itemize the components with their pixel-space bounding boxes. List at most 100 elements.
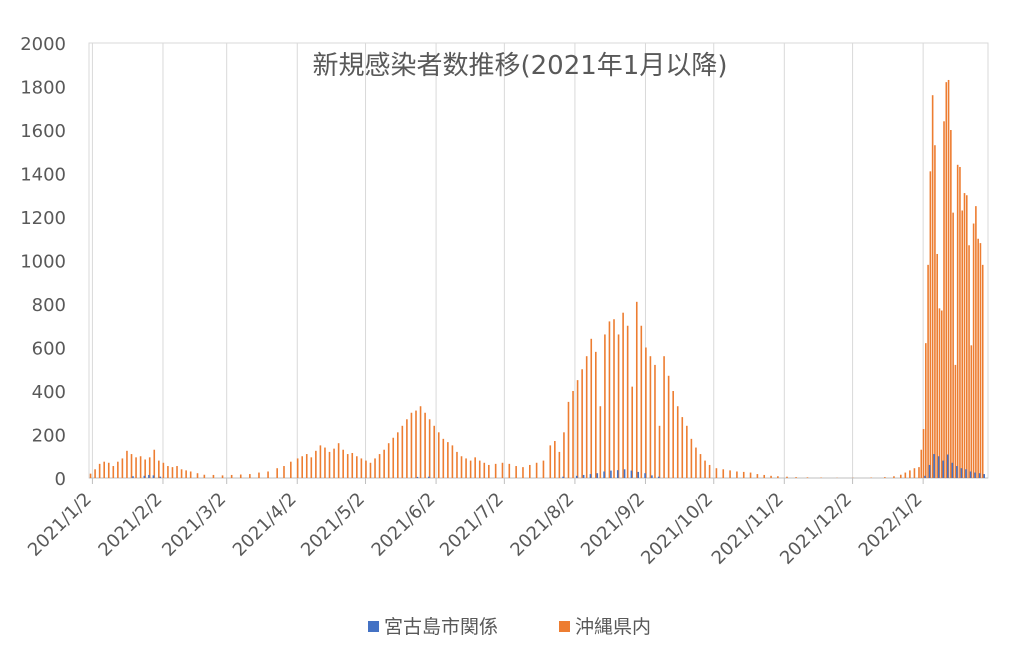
bar-okinawa — [324, 448, 326, 478]
bar-okinawa — [370, 463, 372, 478]
x-tick-label: 2021/9/2 — [577, 489, 649, 561]
bar-okinawa — [163, 463, 165, 478]
bar-okinawa — [117, 462, 119, 478]
bar-miyakojima — [144, 476, 146, 478]
bar-okinawa — [315, 451, 317, 478]
bar-okinawa — [729, 470, 731, 478]
bar-okinawa — [290, 462, 292, 478]
bar-okinawa — [966, 195, 968, 478]
bar-okinawa — [659, 426, 661, 478]
bar-okinawa — [411, 413, 413, 478]
chart-title: 新規感染者数推移(2021年1月以降) — [313, 51, 728, 81]
bar-okinawa — [948, 80, 950, 478]
bar-miyakojima — [562, 477, 564, 478]
bar-okinawa — [936, 254, 938, 478]
legend: 宮古島市関係沖縄県内 — [368, 616, 651, 638]
bar-okinawa — [807, 477, 809, 478]
bar-okinawa — [743, 472, 745, 478]
bar-okinawa — [770, 476, 772, 478]
bar-okinawa — [600, 406, 602, 478]
bar-okinawa — [452, 445, 454, 478]
bar-miyakojima — [983, 474, 985, 478]
bar-okinawa — [645, 348, 647, 479]
bar-okinawa — [424, 413, 426, 478]
bar-okinawa — [213, 475, 215, 478]
bar-okinawa — [884, 477, 886, 478]
bar-okinawa — [99, 464, 101, 478]
bar-miyakojima — [961, 468, 963, 478]
bar-okinawa — [126, 451, 128, 478]
bar-okinawa — [543, 461, 545, 478]
bar-okinawa — [149, 457, 151, 478]
bar-okinawa — [374, 458, 376, 478]
y-tick-label: 1800 — [20, 78, 66, 99]
bar-okinawa — [700, 454, 702, 478]
bar-okinawa — [515, 466, 517, 478]
bar-okinawa — [392, 438, 394, 478]
bar-miyakojima — [148, 475, 150, 478]
bar-miyakojima — [610, 471, 612, 478]
bar-miyakojima — [596, 473, 598, 478]
bar-okinawa — [502, 463, 504, 478]
bar-okinawa — [204, 475, 206, 478]
legend-label: 宮古島市関係 — [384, 616, 498, 638]
bar-okinawa — [158, 461, 160, 478]
bar-okinawa — [609, 321, 611, 478]
bar-okinawa — [923, 429, 925, 478]
bar-okinawa — [622, 313, 624, 478]
bar-okinawa — [968, 245, 970, 478]
bar-okinawa — [509, 464, 511, 478]
bar-okinawa — [586, 356, 588, 478]
bar-miyakojima — [576, 476, 578, 478]
bar-okinawa — [681, 417, 683, 478]
bar-miyakojima — [417, 477, 419, 478]
bar-okinawa — [379, 454, 381, 478]
bar-okinawa — [90, 474, 92, 478]
bar-okinawa — [94, 469, 96, 478]
bar-okinawa — [925, 343, 927, 478]
bar-okinawa — [982, 265, 984, 478]
bar-miyakojima — [938, 456, 940, 478]
bar-okinawa — [977, 239, 979, 478]
bar-okinawa — [677, 406, 679, 478]
bar-okinawa — [955, 365, 957, 478]
bar-okinawa — [267, 471, 269, 478]
bar-miyakojima — [153, 475, 155, 478]
bar-miyakojima — [942, 461, 944, 478]
x-tick-label: 2021/12/2 — [776, 489, 856, 569]
bar-okinawa — [185, 470, 187, 478]
bar-okinawa — [736, 471, 738, 478]
bar-okinawa — [959, 167, 961, 478]
x-tick-label: 2022/1/2 — [855, 489, 927, 561]
bar-okinawa — [590, 339, 592, 478]
bar-miyakojima — [933, 454, 935, 478]
bar-miyakojima — [970, 471, 972, 478]
bar-okinawa — [795, 477, 797, 478]
bar-okinawa — [536, 463, 538, 478]
x-tick-label: 2021/7/2 — [436, 489, 508, 561]
bar-okinawa — [406, 419, 408, 478]
bar-okinawa — [709, 465, 711, 478]
bar-okinawa — [181, 469, 183, 478]
bar-okinawa — [957, 165, 959, 478]
bar-okinawa — [433, 426, 435, 478]
bar-okinawa — [465, 458, 467, 478]
bar-okinawa — [786, 477, 788, 478]
bar-okinawa — [980, 243, 982, 478]
bar-okinawa — [301, 456, 303, 478]
bar-okinawa — [581, 369, 583, 478]
bar-miyakojima — [947, 455, 949, 478]
bar-okinawa — [654, 365, 656, 478]
bar-okinawa — [975, 206, 977, 478]
bar-okinawa — [604, 334, 606, 478]
bar-okinawa — [438, 432, 440, 478]
bar-okinawa — [529, 465, 531, 478]
bar-okinawa — [918, 467, 920, 478]
bar-okinawa — [190, 471, 192, 478]
bar-okinawa — [483, 463, 485, 478]
bar-okinawa — [909, 470, 911, 478]
bar-okinawa — [932, 95, 934, 478]
bar-okinawa — [930, 171, 932, 478]
bar-okinawa — [297, 458, 299, 478]
